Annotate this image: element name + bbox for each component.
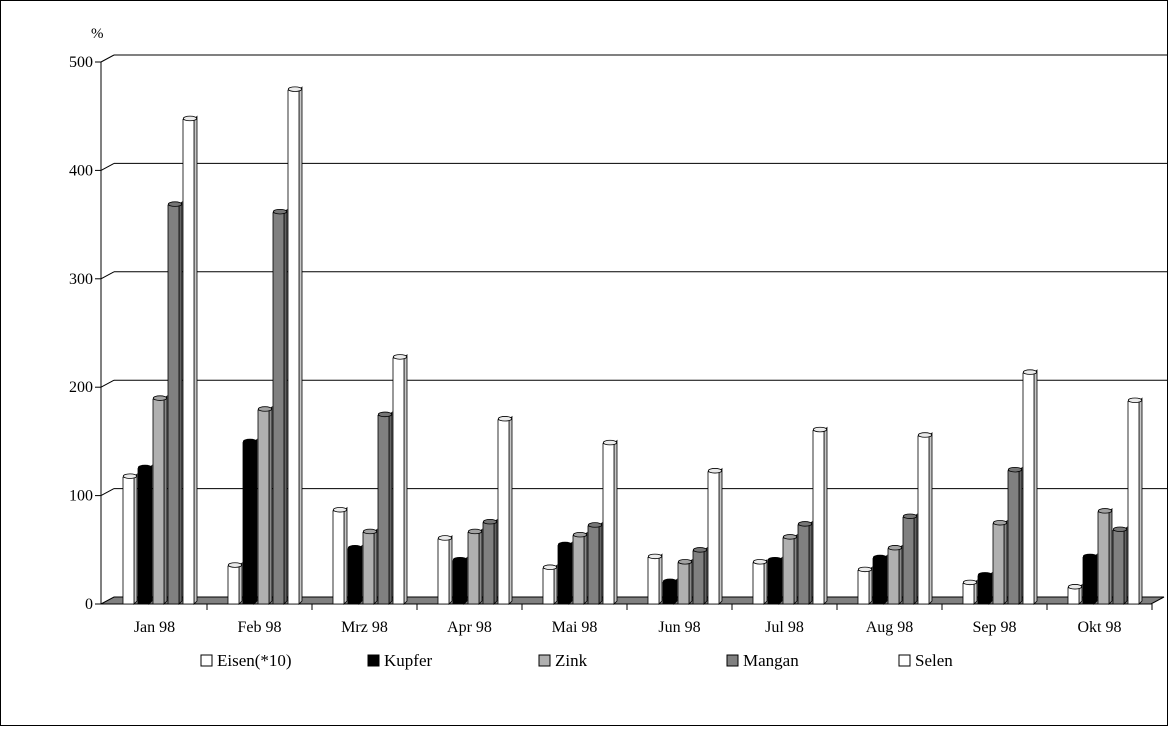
bar-kupfer-4: [557, 541, 573, 605]
bar-eisen-10-4: [542, 564, 558, 605]
gridline-depth: [100, 488, 115, 497]
legend-item: Mangan: [726, 651, 799, 670]
y-tick-label: 300: [69, 271, 93, 288]
x-tick-label: Jun 98: [658, 619, 700, 636]
bar-zink-4: [572, 531, 588, 605]
y-unit-label: %: [91, 26, 104, 42]
x-tick-label: Jan 98: [134, 619, 175, 636]
x-tick-label: Jul 98: [765, 619, 804, 636]
legend-label: Zink: [555, 651, 588, 670]
bar-selen-6: [812, 426, 828, 605]
bar-kupfer-2: [347, 544, 363, 605]
bar-selen-9: [1127, 397, 1143, 605]
bar-selen-0: [182, 115, 198, 605]
x-tick-label: Mrz 98: [341, 619, 388, 636]
legend-swatch: [898, 654, 911, 667]
bar-zink-1: [257, 405, 273, 605]
x-tick-label: Sep 98: [973, 619, 1017, 636]
bar-kupfer-3: [452, 556, 468, 605]
bar-mangan-9: [1112, 526, 1128, 605]
gridline-depth: [100, 271, 115, 280]
bar-zink-3: [467, 528, 483, 605]
bar-mangan-5: [692, 546, 708, 605]
x-tick-label: Aug 98: [866, 619, 914, 636]
legend-item: Zink: [538, 651, 588, 670]
x-tick-label: Feb 98: [238, 619, 282, 636]
legend-label: Mangan: [743, 651, 799, 670]
bar-kupfer-7: [872, 554, 888, 605]
bar-zink-2: [362, 528, 378, 605]
gridline-depth: [100, 379, 115, 388]
bar-eisen-10-0: [122, 473, 138, 605]
legend-label: Eisen(*10): [217, 651, 292, 670]
bar-kupfer-9: [1082, 553, 1098, 605]
y-tick-label: 100: [69, 488, 93, 505]
bar-selen-5: [707, 467, 723, 605]
bar-zink-6: [782, 533, 798, 605]
legend-item: Kupfer: [367, 651, 432, 670]
bar-mangan-0: [167, 201, 183, 605]
legend-swatch: [538, 654, 551, 667]
bar-kupfer-0: [137, 464, 153, 605]
bar-eisen-10-8: [962, 579, 978, 605]
y-tick-label: 200: [69, 379, 93, 396]
legend-item: Selen: [898, 651, 953, 670]
bar-eisen-10-7: [857, 566, 873, 605]
bar-zink-5: [677, 558, 693, 605]
bar-selen-2: [392, 353, 408, 605]
bar-selen-3: [497, 415, 513, 605]
bar-mangan-4: [587, 521, 603, 605]
x-tick-label: Okt 98: [1078, 619, 1122, 636]
legend-label: Kupfer: [384, 651, 432, 670]
gridline-depth: [100, 162, 115, 171]
legend-swatch: [367, 654, 380, 667]
bar-selen-7: [917, 432, 933, 605]
bar-mangan-2: [377, 411, 393, 605]
bar-mangan-1: [272, 208, 288, 605]
bar-kupfer-6: [767, 556, 783, 605]
y-tick-label: 400: [69, 162, 93, 179]
bar-kupfer-5: [662, 578, 678, 605]
bar-eisen-10-1: [227, 562, 243, 605]
bar-zink-9: [1097, 507, 1113, 605]
x-tick-label: Apr 98: [447, 619, 492, 636]
legend-swatch: [726, 654, 739, 667]
bar-mangan-7: [902, 513, 918, 605]
legend-item: Eisen(*10): [200, 651, 292, 670]
bar-eisen-10-3: [437, 534, 453, 605]
bar-selen-4: [602, 439, 618, 605]
bar-zink-0: [152, 395, 168, 605]
gridline-depth: [100, 54, 115, 63]
bar-mangan-6: [797, 520, 813, 605]
bar-mangan-8: [1007, 466, 1023, 605]
bar-zink-8: [992, 519, 1008, 605]
bar-kupfer-1: [242, 438, 258, 605]
bar-selen-8: [1022, 369, 1038, 605]
x-tick-label: Mai 98: [552, 619, 598, 636]
bar-mangan-3: [482, 518, 498, 605]
y-tick-label: 0: [85, 596, 93, 613]
y-tick-label: 500: [69, 54, 93, 71]
bar-kupfer-8: [977, 571, 993, 605]
bar-eisen-10-2: [332, 506, 348, 605]
bar-selen-1: [287, 86, 303, 605]
bar-zink-7: [887, 544, 903, 605]
legend-swatch: [200, 654, 213, 667]
bar-eisen-10-9: [1067, 583, 1083, 605]
legend-label: Selen: [915, 651, 953, 670]
bar-eisen-10-6: [752, 558, 768, 605]
bar-eisen-10-5: [647, 553, 663, 605]
